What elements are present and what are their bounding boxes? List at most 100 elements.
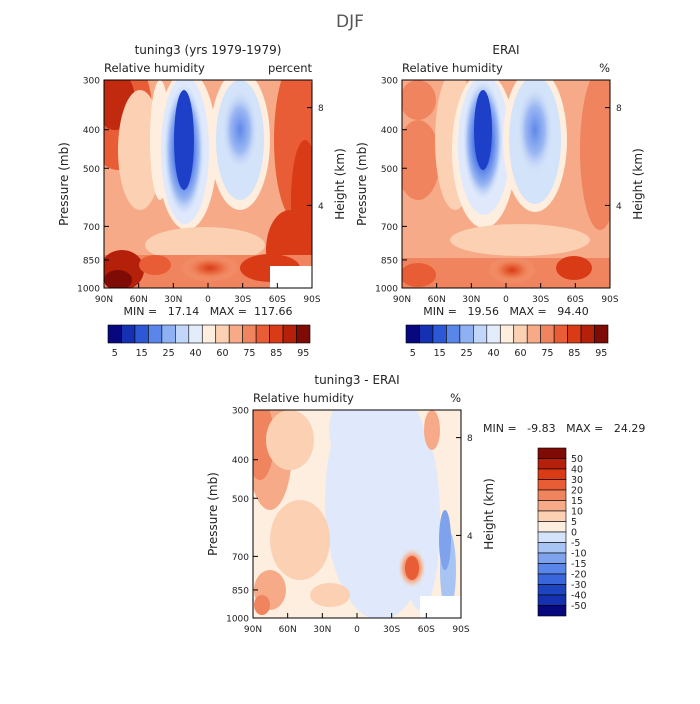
y-axis-label: Pressure (mb) [355, 142, 369, 226]
colorbar-cell [594, 324, 609, 344]
colorbar-cell [419, 324, 434, 344]
y-tick-label: 500 [83, 165, 100, 175]
x-tick-label: 60S [567, 295, 584, 305]
colorbar-label: 5 [112, 348, 118, 359]
colorbar-label: 75 [243, 348, 255, 359]
colorbar-cell [537, 489, 567, 501]
x-tick-label: 90S [452, 625, 469, 635]
colorbar-cell [537, 458, 567, 470]
colorbar-cell [432, 324, 447, 344]
colorbar-cell [405, 324, 420, 344]
y-tick-label: 400 [83, 126, 100, 136]
contour-field [402, 80, 610, 288]
colorbar-cell [537, 468, 567, 480]
colorbar-cell [537, 531, 567, 543]
colorbar-label: 95 [297, 348, 309, 359]
y-tick-label: 500 [381, 165, 398, 175]
x-tick-label: 30S [532, 295, 549, 305]
y-tick-label: 850 [232, 586, 249, 596]
colorbar-cell [567, 324, 582, 344]
units-label: % [450, 391, 461, 405]
x-tick-label: 60N [130, 295, 148, 305]
colorbar-cell [201, 324, 217, 344]
x-tick-label: 60S [269, 295, 286, 305]
y-right-tick-label: 4 [616, 202, 622, 212]
colorbar-cell [296, 324, 311, 344]
colorbar-cell [148, 324, 163, 344]
y-axis-label: Pressure (mb) [57, 142, 71, 226]
panel-title: ERAI [492, 43, 519, 57]
colorbar-cell [161, 324, 176, 344]
y-tick-label: 700 [381, 223, 398, 233]
colorbar-cell [537, 447, 567, 459]
y-tick-label: 500 [232, 495, 249, 505]
colorbar-label: -50 [571, 601, 587, 612]
colorbar-cell [537, 584, 567, 596]
colorbar-cell [580, 324, 595, 344]
axis-group: 90N 60N 30N 0 30S 60S 90S 300 400 500 700 850 1000 8 4… [355, 77, 645, 306]
figure-title: DJF [336, 12, 364, 32]
colorbar-cell [459, 324, 474, 344]
contour-field [253, 410, 461, 618]
colorbar-cell [537, 552, 567, 564]
x-tick-label: 0 [205, 295, 211, 305]
y-right-tick-label: 4 [467, 532, 473, 542]
x-tick-label: 60S [418, 625, 435, 635]
units-label: percent [268, 61, 313, 75]
axis-group: 90N 60N 30N 0 30S 60S 90S 300 400 500 700 850 1000 8 4… [206, 407, 496, 636]
y-right-axis-label: Height (km) [482, 478, 496, 549]
colorbar-cell [537, 500, 567, 512]
colorbar-label: -20 [571, 570, 587, 581]
panel-tuning3: tuning3 (yrs 1979-1979) Relative humidit… [57, 43, 347, 318]
colorbar-label: 85 [270, 348, 282, 359]
colorbar-label: -5 [571, 538, 580, 549]
colorbar-label: 30 [571, 475, 583, 486]
colorbar-cell [537, 510, 567, 522]
y-right-axis-label: Height (km) [631, 148, 645, 219]
y-tick-label: 300 [381, 77, 398, 87]
colorbar-label: 40 [189, 348, 201, 359]
colorbar-label: 10 [571, 507, 583, 518]
y-tick-label: 850 [381, 256, 398, 266]
colorbar-cell [553, 324, 568, 344]
colorbar-erai: 5 15 25 40 60 75 85 95 [405, 324, 609, 359]
colorbar-cell [473, 324, 488, 344]
panel-title: tuning3 (yrs 1979-1979) [135, 43, 282, 57]
colorbar-cell [537, 479, 567, 491]
y-right-tick-label: 8 [467, 434, 473, 444]
colorbar-cell [269, 324, 284, 344]
y-tick-label: 300 [83, 77, 100, 87]
colorbar-label: -15 [571, 559, 587, 570]
colorbar-cell [134, 324, 149, 344]
colorbar-label: 50 [571, 454, 583, 465]
contour-field [104, 80, 312, 288]
x-tick-label: 0 [354, 625, 360, 635]
colorbar-cell [107, 324, 122, 344]
y-right-tick-label: 8 [616, 104, 622, 114]
variable-label: Relative humidity [104, 61, 205, 75]
colorbar-label: 15 [136, 348, 148, 359]
colorbar-label: 25 [163, 348, 175, 359]
colorbar-cell [537, 563, 567, 575]
colorbar-label: -40 [571, 591, 587, 602]
variable-label: Relative humidity [402, 61, 503, 75]
colorbar-cell [228, 324, 243, 344]
colorbar-label: 75 [541, 348, 553, 359]
y-tick-label: 700 [83, 223, 100, 233]
colorbar-cell [537, 605, 567, 617]
x-tick-label: 90S [601, 295, 618, 305]
colorbar-cell [513, 324, 528, 344]
x-tick-label: 90N [95, 295, 113, 305]
colorbar-label: 85 [568, 348, 580, 359]
colorbar-cell [537, 521, 567, 533]
panel-difference: tuning3 - ERAI Relative humidity % 90N 60… [206, 373, 645, 635]
units-label: % [599, 61, 610, 75]
y-right-tick-label: 4 [318, 202, 324, 212]
x-tick-label: 0 [503, 295, 509, 305]
colorbar-label: -30 [571, 580, 587, 591]
x-tick-label: 30S [383, 625, 400, 635]
colorbar-label: 0 [571, 528, 577, 539]
x-tick-label: 90N [393, 295, 411, 305]
colorbar-label: 60 [514, 348, 526, 359]
colorbar-label: 20 [571, 486, 583, 497]
